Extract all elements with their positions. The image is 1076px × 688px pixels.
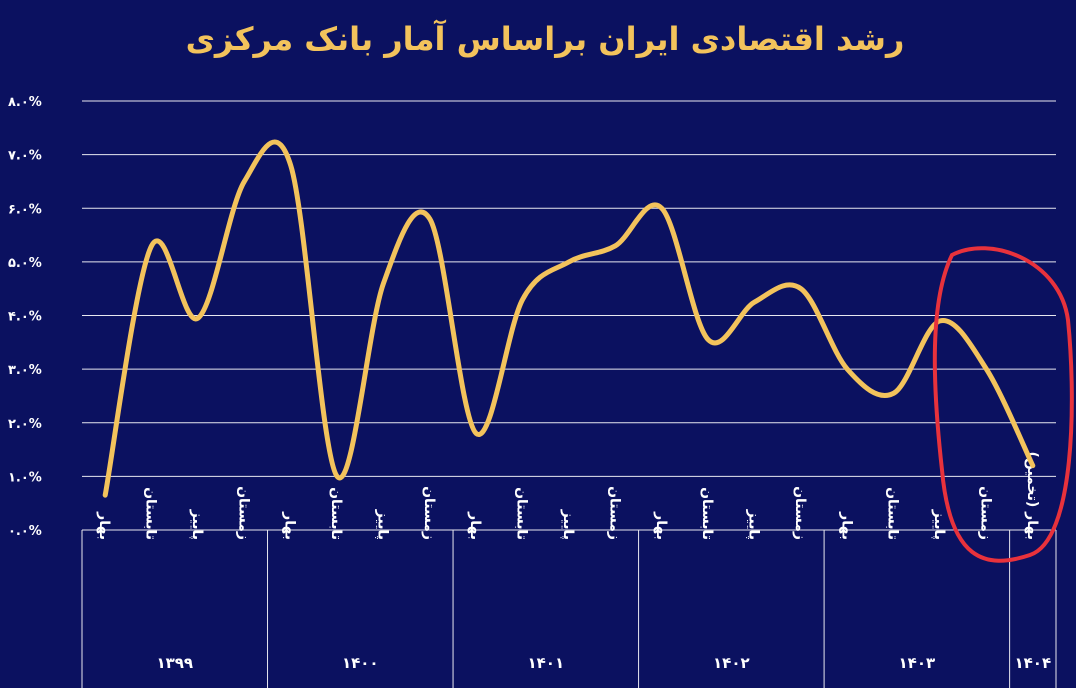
x-tick-label: تابستان — [699, 487, 715, 540]
group-label: ۱۴۰۲ — [713, 654, 750, 672]
group-label: ۱۴۰۱ — [527, 654, 564, 672]
x-tick-label: زمستان — [235, 486, 251, 540]
y-tick-label: ۰.۰% — [8, 524, 42, 539]
x-tick-label: زمستان — [977, 486, 993, 540]
group-label: ۱۴۰۴ — [1014, 654, 1051, 672]
x-tick-label: بهار — [653, 511, 669, 540]
y-tick-label: ۷.۰% — [8, 149, 42, 164]
x-tick-label: پاییز — [560, 509, 576, 540]
y-tick-label: ۳.۰% — [8, 363, 42, 378]
y-tick-label: ۱.۰% — [8, 470, 42, 485]
chart-title: رشد اقتصادی ایران براساس آمار بانک مرکزی — [186, 19, 905, 58]
group-label: ۱۴۰۳ — [899, 654, 936, 672]
group-label: ۱۴۰۰ — [342, 654, 379, 672]
y-tick-label: ۵.۰% — [8, 256, 42, 271]
highlight-circle — [932, 246, 1074, 563]
x-tick-label: زمستان — [606, 486, 622, 540]
x-tick-label: پاییز — [374, 509, 390, 540]
x-tick-label: بهار (تخمین) — [1024, 451, 1040, 540]
y-tick-label: ۲.۰% — [8, 417, 42, 432]
y-tick-label: ۶.۰% — [8, 202, 42, 217]
y-tick-label: ۸.۰% — [8, 95, 42, 110]
x-tick-label: بهار — [838, 511, 854, 540]
x-tick-label: پاییز — [189, 509, 205, 540]
x-tick-label: پاییز — [931, 509, 947, 540]
x-tick-label: بهار — [96, 511, 112, 540]
x-tick-label: بهار — [467, 511, 483, 540]
x-tick-label: تابستان — [514, 487, 530, 540]
x-tick-label: بهار — [282, 511, 298, 540]
x-tick-label: تابستان — [328, 487, 344, 540]
x-tick-label: تابستان — [143, 487, 159, 540]
line-series — [102, 139, 1036, 498]
x-tick-label: تابستان — [885, 487, 901, 540]
group-label: ۱۳۹۹ — [156, 654, 193, 672]
x-tick-label: زمستان — [792, 486, 808, 540]
y-tick-label: ۴.۰% — [8, 310, 42, 325]
x-tick-label: پاییز — [746, 509, 762, 540]
x-tick-label: زمستان — [421, 486, 437, 540]
